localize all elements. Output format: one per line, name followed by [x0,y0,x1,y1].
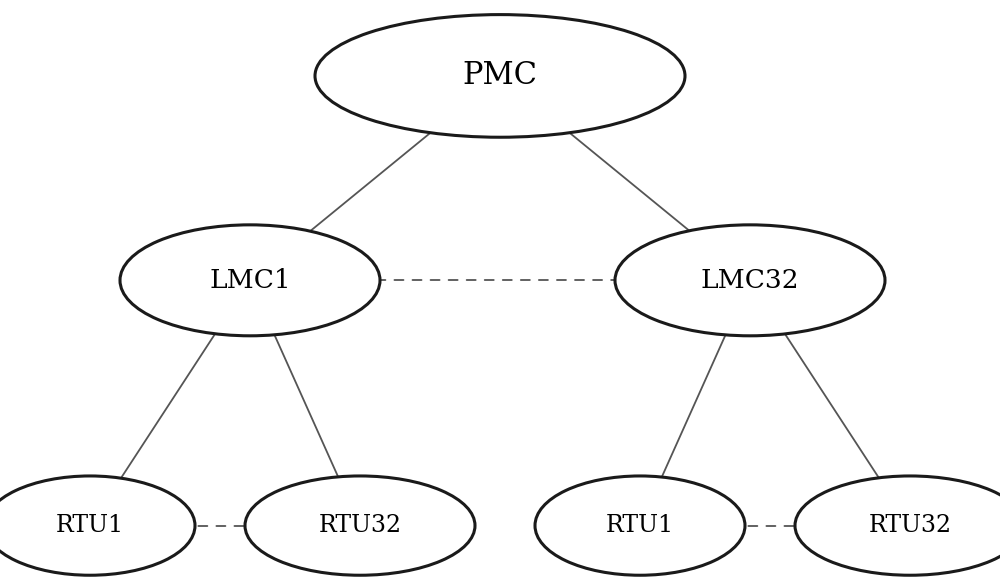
Ellipse shape [615,225,885,336]
Text: RTU32: RTU32 [868,514,952,537]
Text: RTU1: RTU1 [606,514,674,537]
Text: RTU32: RTU32 [318,514,402,537]
Text: PMC: PMC [462,60,538,92]
Ellipse shape [0,476,195,575]
Ellipse shape [315,15,685,137]
Text: RTU1: RTU1 [56,514,124,537]
Text: LMC32: LMC32 [701,268,799,293]
Ellipse shape [245,476,475,575]
Text: LMC1: LMC1 [209,268,291,293]
Ellipse shape [535,476,745,575]
Ellipse shape [795,476,1000,575]
Ellipse shape [120,225,380,336]
